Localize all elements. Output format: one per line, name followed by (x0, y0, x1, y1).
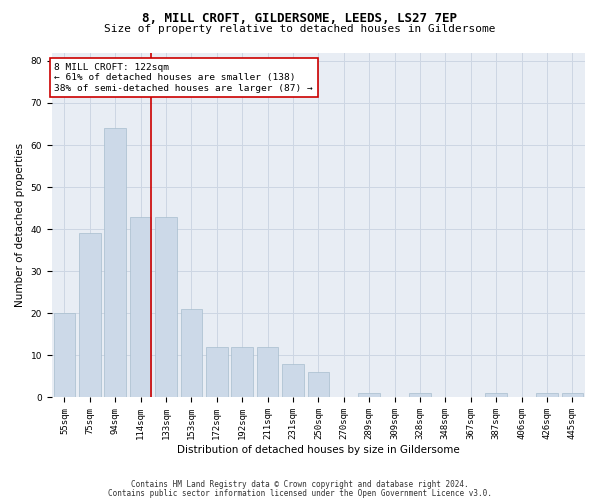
Text: 8 MILL CROFT: 122sqm
← 61% of detached houses are smaller (138)
38% of semi-deta: 8 MILL CROFT: 122sqm ← 61% of detached h… (55, 63, 313, 92)
Bar (232, 347, 253, 398)
Bar (79, 234, 101, 398)
Bar (562, 394, 583, 398)
Y-axis label: Number of detached properties: Number of detached properties (15, 143, 25, 307)
Bar (155, 216, 177, 398)
Text: Contains public sector information licensed under the Open Government Licence v3: Contains public sector information licen… (108, 488, 492, 498)
Bar (104, 128, 126, 398)
Bar (308, 372, 329, 398)
Text: Contains HM Land Registry data © Crown copyright and database right 2024.: Contains HM Land Registry data © Crown c… (131, 480, 469, 489)
Bar (409, 394, 431, 398)
Bar (358, 394, 380, 398)
Bar (130, 216, 151, 398)
Bar (536, 394, 558, 398)
Bar (181, 309, 202, 398)
Bar (257, 347, 278, 398)
X-axis label: Distribution of detached houses by size in Gildersome: Distribution of detached houses by size … (177, 445, 460, 455)
Bar (282, 364, 304, 398)
Bar (53, 314, 75, 398)
Bar (485, 394, 507, 398)
Bar (206, 347, 227, 398)
Text: Size of property relative to detached houses in Gildersome: Size of property relative to detached ho… (104, 24, 496, 34)
Text: 8, MILL CROFT, GILDERSOME, LEEDS, LS27 7EP: 8, MILL CROFT, GILDERSOME, LEEDS, LS27 7… (143, 12, 458, 26)
